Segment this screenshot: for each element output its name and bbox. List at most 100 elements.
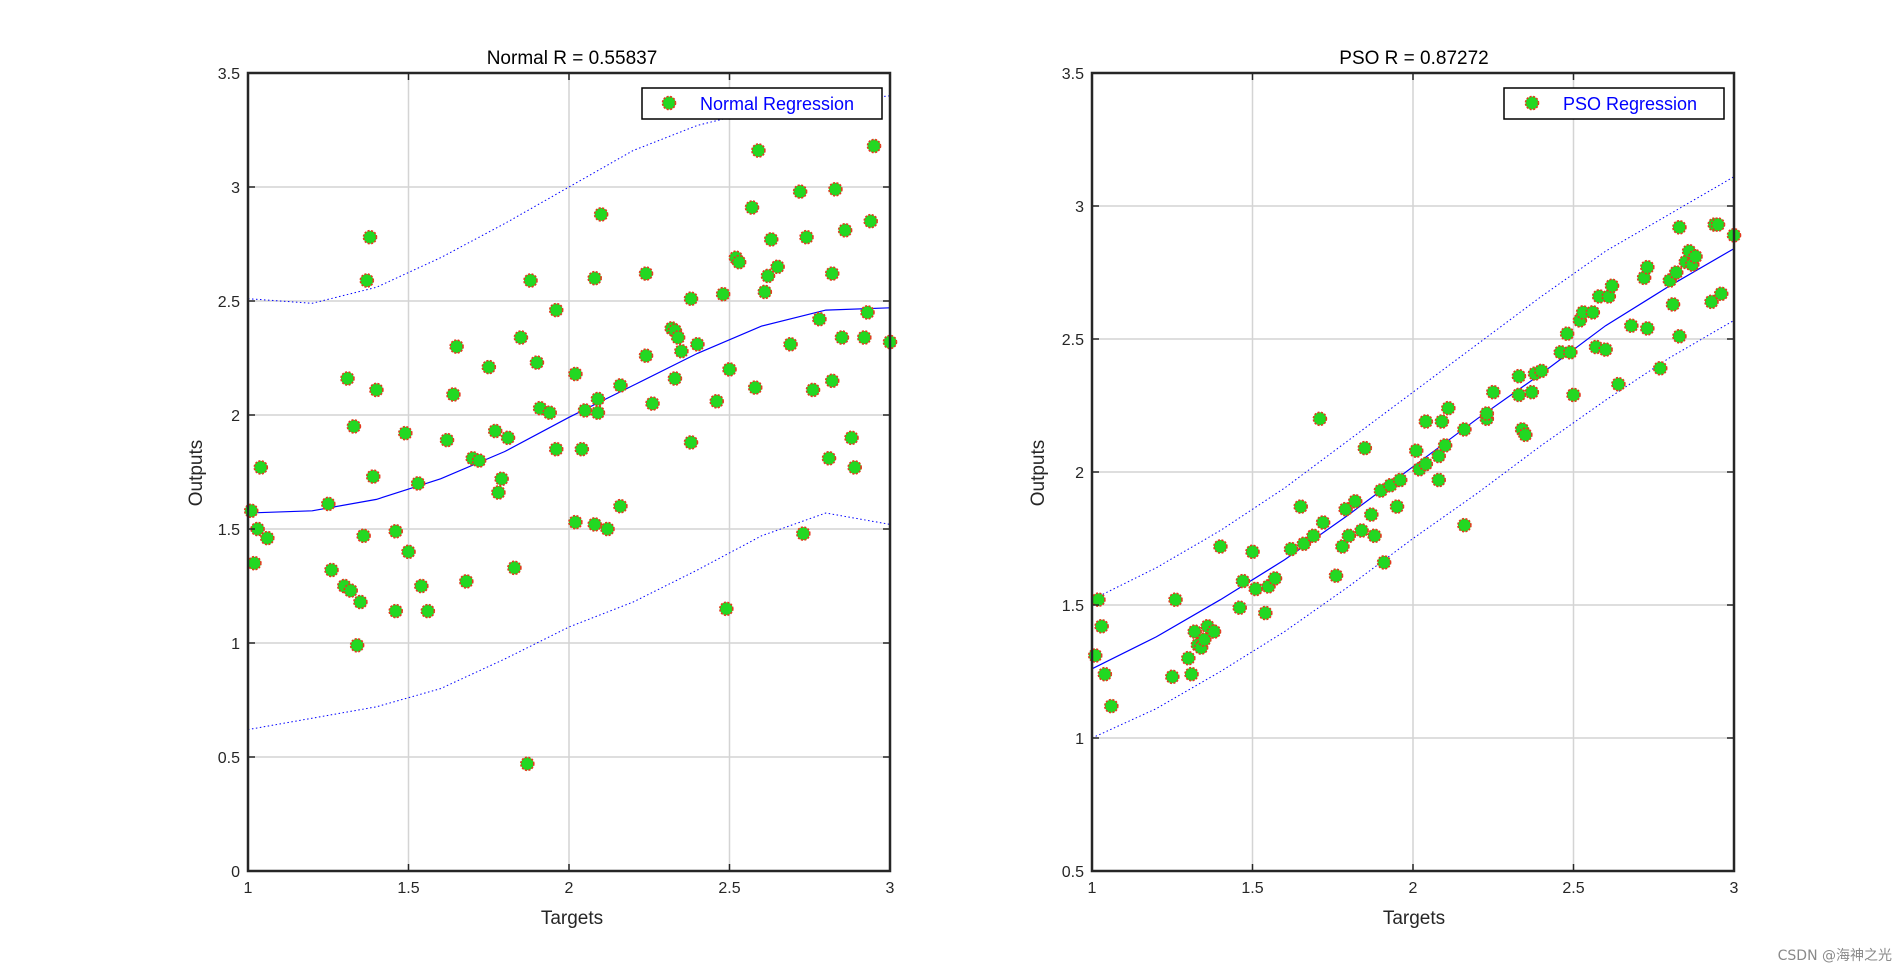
data-point — [1165, 669, 1180, 685]
data-point — [683, 291, 699, 307]
data-point — [577, 403, 593, 418]
data-point — [747, 380, 763, 395]
data-point — [253, 460, 269, 475]
data-point — [356, 528, 371, 544]
data-point — [1267, 571, 1283, 586]
data-point — [458, 574, 474, 589]
data-point — [420, 603, 436, 619]
x-tick-label: 3 — [886, 880, 895, 897]
data-point — [1408, 443, 1424, 459]
data-point — [613, 378, 628, 393]
data-point — [388, 603, 404, 619]
data-point — [1328, 568, 1344, 584]
data-point — [613, 498, 628, 514]
data-point — [821, 450, 837, 466]
pso-regression-panel: PSO R = 0.87272 Targets Outputs 1 1.5 2 2.5… — [1028, 48, 1742, 929]
x-axis-label: Targets — [1383, 908, 1445, 929]
data-point — [751, 143, 766, 158]
data-point — [1668, 265, 1684, 280]
data-point — [1511, 387, 1527, 403]
data-point — [763, 232, 779, 247]
data-point — [513, 330, 529, 345]
data-point — [1258, 605, 1273, 621]
data-point — [1283, 541, 1299, 557]
data-point — [760, 268, 776, 284]
data-point — [487, 423, 503, 439]
data-point — [1665, 297, 1681, 312]
data-point — [1418, 414, 1434, 429]
data-point — [1197, 632, 1212, 647]
data-point — [1335, 539, 1350, 554]
data-point — [1604, 278, 1620, 294]
data-point — [243, 503, 259, 519]
data-point — [491, 485, 506, 500]
y-tick-label: 1.5 — [218, 522, 240, 539]
legend-marker — [1524, 95, 1540, 111]
data-point — [413, 578, 429, 594]
x-tick-label: 2 — [565, 880, 574, 897]
data-point — [1306, 528, 1321, 544]
data-point — [1357, 440, 1373, 456]
data-point — [1097, 666, 1113, 682]
x-tick-label: 1.5 — [1241, 880, 1263, 897]
data-point — [343, 583, 359, 598]
data-point — [324, 562, 339, 578]
data-point — [446, 387, 461, 402]
data-point — [1640, 321, 1655, 336]
y-axis-label: Outputs — [1028, 440, 1049, 507]
fit-line — [247, 307, 891, 514]
data-point — [250, 521, 265, 537]
data-point — [1431, 448, 1446, 464]
legend-label: Normal Regression — [700, 94, 854, 114]
data-point — [529, 355, 545, 370]
data-point — [1312, 411, 1328, 427]
legend-label: PSO Regression — [1563, 94, 1697, 114]
x-tick-label: 3 — [1730, 880, 1739, 897]
data-point — [593, 207, 609, 222]
data-point — [481, 359, 497, 375]
data-point — [1457, 517, 1472, 533]
data-point — [1389, 499, 1405, 514]
data-point — [1364, 507, 1379, 522]
data-point — [353, 594, 368, 610]
x-axis-label: Targets — [541, 908, 603, 929]
data-point — [1181, 650, 1196, 666]
data-point — [770, 259, 785, 275]
data-point — [670, 330, 686, 345]
data-point — [638, 348, 654, 364]
data-point — [1418, 456, 1434, 472]
data-point — [359, 273, 375, 288]
data-point — [683, 435, 699, 450]
y-tick-label: 3.5 — [1062, 66, 1084, 83]
y-tick-label: 0 — [231, 864, 240, 881]
y-tick-label: 2 — [231, 408, 240, 425]
data-point — [1392, 472, 1408, 488]
data-point — [863, 213, 879, 229]
data-point — [828, 182, 843, 197]
data-point — [590, 391, 606, 407]
data-point — [1710, 217, 1726, 232]
data-point — [494, 471, 509, 487]
data-point — [1296, 536, 1312, 552]
normal-regression-panel: Normal R = 0.55837 Targets Outputs 1 1.5 2… — [186, 48, 898, 929]
data-points — [1087, 217, 1742, 714]
data-point — [1206, 624, 1222, 639]
data-point — [860, 305, 875, 320]
data-point — [1441, 400, 1456, 416]
x-tick-label: 1 — [244, 880, 253, 897]
ticks: 1 1.5 2 2.5 3 0 0.5 1 1.5 2 2.5 3 3.5 — [218, 66, 895, 897]
data-point — [837, 223, 853, 238]
data-point — [805, 382, 821, 398]
x-tick-label: 2.5 — [1562, 880, 1584, 897]
data-point — [568, 366, 583, 382]
data-point — [1704, 294, 1719, 310]
data-point — [783, 336, 798, 352]
data-point — [1213, 539, 1228, 554]
data-point — [1457, 422, 1472, 437]
data-point — [346, 419, 362, 434]
y-tick-label: 3.5 — [218, 66, 240, 83]
data-point — [1248, 581, 1263, 597]
data-point — [834, 330, 850, 345]
y-tick-label: 2 — [1075, 465, 1084, 482]
data-point — [590, 405, 606, 421]
